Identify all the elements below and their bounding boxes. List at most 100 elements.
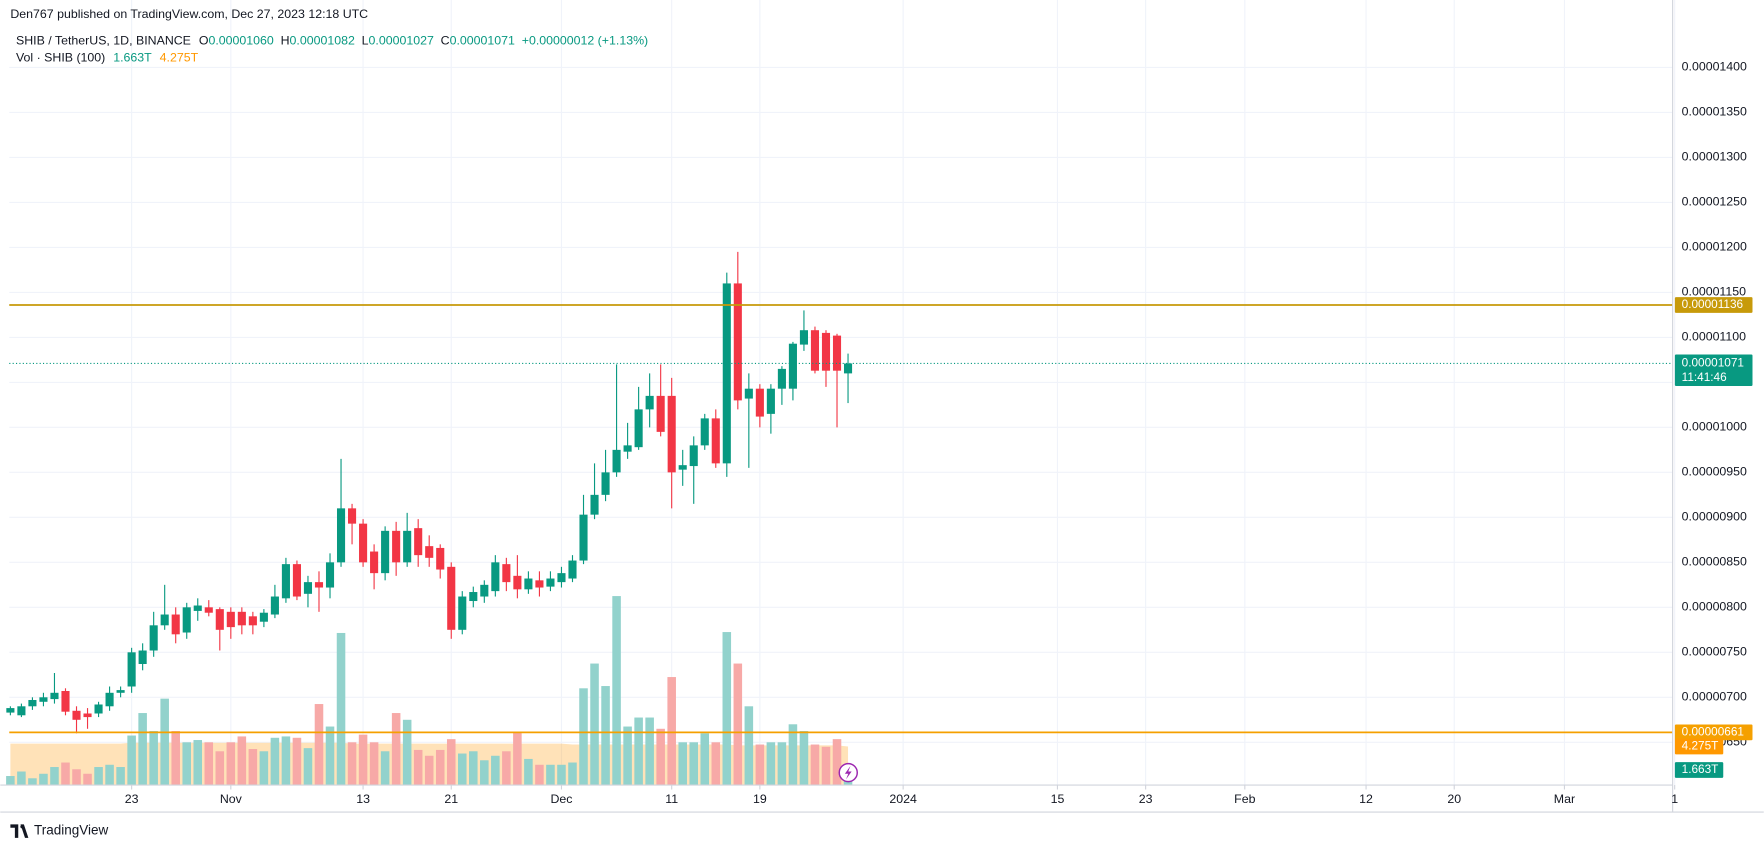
volume-bar (579, 688, 588, 786)
candle-body (325, 562, 335, 588)
candle-body (392, 530, 401, 563)
volume-bar (215, 751, 225, 786)
volume-bar (535, 764, 544, 786)
y-tick-label: 0.00001200 (1682, 240, 1747, 254)
candle-body (513, 575, 522, 590)
candle-body (590, 494, 599, 515)
low-key: L (362, 34, 369, 48)
y-tick-label: 0.00001100 (1682, 330, 1747, 344)
volume-legend: Vol · SHIB (100) 1.663T 4.275T (16, 51, 199, 65)
candle-body (17, 706, 26, 716)
candle-body (72, 710, 81, 720)
volume-bar (160, 698, 169, 786)
volume-bar (711, 742, 721, 786)
x-tick-label: 19 (753, 792, 767, 806)
volume-bar (766, 742, 776, 786)
volume-bar (557, 764, 566, 786)
legend-line: SHIB / TetherUS, 1D, BINANCE O0.00001060… (16, 34, 648, 48)
x-tick-label: 23 (1139, 792, 1153, 806)
countdown-label: 11:41:46 (1682, 370, 1727, 384)
volume-bar (722, 632, 732, 786)
y-tick-label: 0.00000700 (1682, 690, 1747, 704)
y-tick-label: 0.00000800 (1682, 600, 1747, 614)
alert-icon[interactable] (838, 762, 858, 783)
candle-body (645, 395, 654, 410)
volume-bar (634, 717, 643, 786)
volume-bar (61, 762, 70, 786)
volume-bar (281, 736, 291, 786)
candle-body (160, 614, 169, 626)
candle-body (843, 363, 853, 374)
volume-bar (821, 746, 831, 786)
candle-body (755, 388, 764, 417)
volume-bar (369, 742, 379, 786)
volume-bar (6, 776, 15, 786)
volume-bar (458, 753, 467, 786)
volume-bar (127, 735, 136, 786)
candle-body (810, 330, 820, 371)
volume-value: 1.663T (113, 51, 152, 65)
volume-bar (50, 767, 59, 786)
volume-bar (182, 742, 192, 786)
volume-bar (237, 736, 247, 786)
candle-body (502, 564, 511, 583)
volume-bar (336, 632, 346, 786)
volume-bar (116, 767, 125, 786)
candle-body (700, 418, 709, 446)
volume-bar (469, 751, 478, 786)
candle-body (248, 616, 257, 626)
symbol: SHIB / TetherUS, 1D, BINANCE (16, 34, 191, 48)
y-tick-label: 0.00001400 (1682, 60, 1747, 74)
candle-body (436, 547, 445, 570)
y-tick-label: 0.00000750 (1682, 645, 1747, 659)
high-value: 0.00001082 (290, 34, 355, 48)
candle-body (303, 582, 313, 594)
candle-body (28, 699, 37, 707)
volume-bar (226, 742, 236, 786)
candle-body (799, 330, 808, 345)
publish-info: Den767 published on TradingView.com, Dec… (10, 7, 368, 21)
x-tick-label: 13 (356, 792, 370, 806)
candle-body (491, 562, 500, 592)
candle-body (414, 528, 423, 556)
volume-bar (358, 734, 368, 786)
volume-bar (435, 749, 445, 786)
volume-bar (810, 744, 820, 786)
candle-body (667, 395, 676, 473)
candle-body (381, 530, 390, 574)
candle-body (601, 472, 610, 495)
candle-body (403, 530, 412, 563)
x-tick-label: 21 (444, 792, 458, 806)
candle-body (821, 332, 831, 371)
candle-body (579, 514, 588, 561)
x-tick-label: 2024 (889, 792, 917, 806)
candle-body (292, 564, 301, 597)
candle-body (94, 704, 103, 714)
x-tick-label: 23 (125, 792, 139, 806)
grid (9, 0, 1676, 786)
candle-body (314, 582, 324, 588)
volume-bar (733, 663, 743, 786)
candle-body (83, 713, 92, 718)
candle-body (623, 445, 632, 452)
candle-body (182, 607, 191, 633)
brand-logo (10, 824, 29, 838)
candle-body (116, 690, 125, 693)
x-tick-label: Feb (1234, 792, 1255, 806)
candle-body (656, 395, 665, 432)
axes: 0.000006500.000007000.000007500.00000800… (125, 60, 1753, 806)
volume-bar (17, 771, 26, 786)
volume-bar (667, 677, 676, 786)
candle-body (138, 650, 147, 665)
volume-bar (656, 728, 665, 786)
y-tick-label: 0.00001250 (1682, 195, 1747, 209)
x-tick-label: 11 (665, 792, 678, 806)
volume-bar (689, 742, 699, 786)
volume-bar (270, 737, 280, 786)
candle-body (766, 388, 775, 414)
volume-bar (590, 663, 599, 786)
open-key: O (199, 34, 209, 48)
candle-body (634, 409, 643, 448)
